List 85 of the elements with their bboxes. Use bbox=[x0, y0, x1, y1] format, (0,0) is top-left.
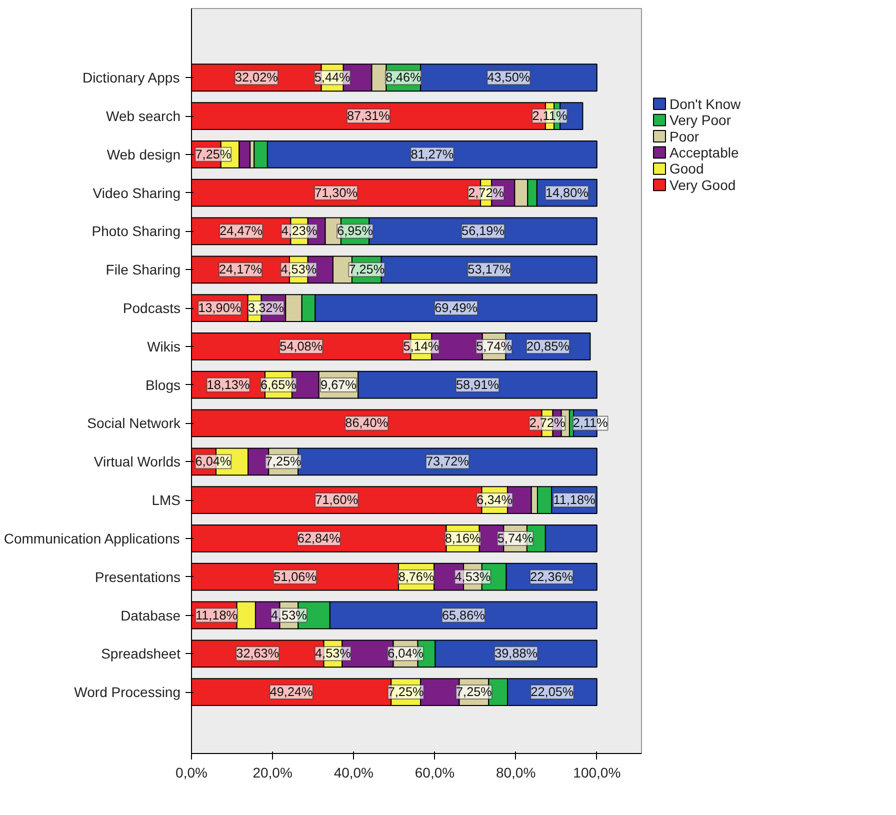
data-label: 51,06% bbox=[274, 570, 316, 584]
data-label: 54,08% bbox=[280, 339, 323, 354]
data-label: 32,63% bbox=[236, 646, 280, 661]
data-label: 24,47% bbox=[220, 224, 263, 238]
data-label: 49,24% bbox=[270, 685, 313, 700]
legend-label: Very Good bbox=[670, 176, 736, 193]
x-tick-label: 40,0% bbox=[334, 764, 374, 780]
y-tick-label: Presentations bbox=[94, 568, 181, 585]
data-label: 2,72% bbox=[468, 186, 504, 200]
data-label: 69,49% bbox=[434, 301, 478, 316]
data-label: 71,30% bbox=[314, 186, 358, 200]
y-tick-label: Social Network bbox=[87, 415, 182, 432]
data-label: 53,17% bbox=[468, 262, 511, 277]
data-label: 73,72% bbox=[426, 454, 469, 469]
y-tick-label: Communication Applications bbox=[4, 530, 180, 546]
x-tick-label: 80,0% bbox=[496, 764, 536, 780]
data-label: 6,04% bbox=[388, 646, 424, 661]
data-label: 6,34% bbox=[476, 493, 513, 508]
legend-label: Very Poor bbox=[670, 112, 732, 128]
data-label: 3,32% bbox=[248, 301, 284, 316]
data-label: 43,50% bbox=[487, 70, 530, 85]
data-label: 39,88% bbox=[494, 646, 538, 661]
data-label: 2,11% bbox=[532, 109, 568, 124]
legend-label: Acceptable bbox=[670, 144, 739, 160]
y-tick-label: Video Sharing bbox=[92, 184, 181, 201]
data-label: 7,25% bbox=[388, 685, 424, 700]
data-label: 8,16% bbox=[444, 531, 481, 546]
data-label: 62,84% bbox=[297, 531, 340, 546]
data-label: 81,27% bbox=[410, 147, 454, 162]
data-label: 7,25% bbox=[265, 454, 302, 469]
y-tick-label: Spreadsheet bbox=[101, 646, 181, 662]
data-label: 7,25% bbox=[195, 147, 232, 162]
data-label: 8,76% bbox=[398, 570, 434, 584]
data-label: 22,05% bbox=[530, 685, 574, 700]
legend-label: Don't Know bbox=[670, 96, 742, 112]
data-label: 22,36% bbox=[530, 570, 574, 584]
data-label: 5,74% bbox=[497, 531, 534, 546]
y-tick-label: Word Processing bbox=[74, 684, 181, 700]
data-label: 14,80% bbox=[545, 186, 588, 200]
data-label: 56,19% bbox=[462, 224, 504, 238]
x-tick-label: 60,0% bbox=[414, 764, 455, 780]
data-label: 5,44% bbox=[314, 70, 350, 85]
data-label: 6,65% bbox=[260, 378, 296, 392]
data-label: 9,67% bbox=[320, 378, 356, 392]
data-label: 11,18% bbox=[553, 493, 596, 508]
y-tick-label: Dictionary Apps bbox=[82, 70, 180, 86]
y-tick-label: Virtual Worlds bbox=[94, 454, 180, 470]
data-label: 8,46% bbox=[385, 70, 422, 85]
data-label: 5,74% bbox=[476, 339, 512, 354]
y-tick-label: Web search bbox=[106, 108, 181, 124]
y-tick-label: Web design bbox=[106, 146, 181, 162]
y-tick-label: Database bbox=[120, 607, 181, 624]
data-label: 4,53% bbox=[280, 262, 317, 277]
data-label: 4,23% bbox=[281, 224, 318, 238]
data-label: 32,02% bbox=[234, 70, 278, 85]
data-label: 2,72% bbox=[529, 416, 566, 430]
data-label: 24,17% bbox=[219, 262, 262, 277]
data-label: 58,91% bbox=[456, 378, 499, 392]
data-label: 5,14% bbox=[403, 339, 440, 354]
y-tick-label: Blogs bbox=[145, 376, 181, 393]
data-label: 6,04% bbox=[195, 454, 232, 469]
x-tick-label: 20,0% bbox=[252, 764, 292, 780]
data-label: 13,90% bbox=[198, 301, 242, 316]
y-tick-label: Podcasts bbox=[122, 300, 181, 316]
data-label: 18,13% bbox=[206, 378, 250, 392]
data-label: 4,53% bbox=[454, 570, 491, 584]
legend-label: Poor bbox=[670, 128, 700, 144]
y-tick-label: Wikis bbox=[147, 338, 181, 354]
data-label: 20,85% bbox=[526, 339, 570, 354]
data-label: 2,11% bbox=[572, 416, 608, 430]
legend-label: Good bbox=[670, 160, 704, 177]
y-tick-label: File Sharing bbox=[106, 262, 180, 278]
data-label: 11,18% bbox=[196, 608, 238, 622]
data-label: 4,53% bbox=[315, 646, 351, 661]
y-tick-label: LMS bbox=[152, 492, 181, 508]
data-label: 7,25% bbox=[348, 262, 385, 277]
x-tick-label: 100,0% bbox=[573, 764, 621, 780]
data-label: 86,40% bbox=[345, 416, 388, 430]
data-label: 6,95% bbox=[337, 224, 373, 238]
data-label: 65,86% bbox=[442, 608, 485, 622]
data-label: 7,25% bbox=[456, 685, 492, 700]
x-tick-label: 0,0% bbox=[176, 764, 208, 780]
y-tick-label: Photo Sharing bbox=[92, 223, 181, 240]
data-label: 71,60% bbox=[315, 493, 358, 508]
data-label: 87,31% bbox=[347, 109, 390, 124]
